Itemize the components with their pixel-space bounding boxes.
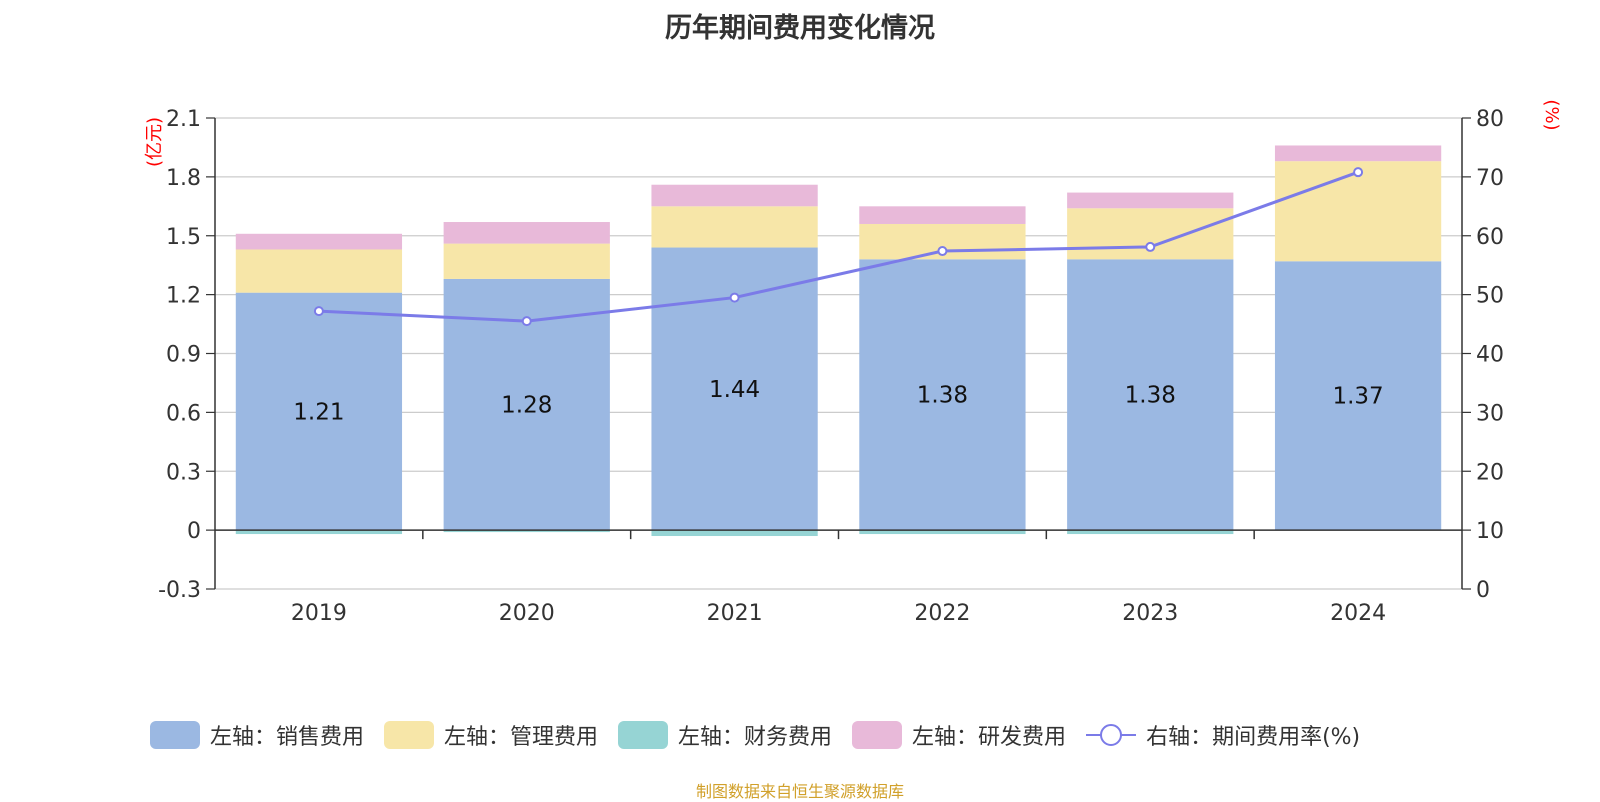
- x-tick-label: 2023: [1122, 601, 1178, 626]
- legend-label-admin: 左轴：管理费用: [444, 725, 599, 750]
- left-axis-unit: (亿元): [144, 117, 165, 167]
- bar-data-label: 1.21: [293, 399, 344, 425]
- right-tick-label: 50: [1476, 284, 1504, 309]
- right-tick-label: 30: [1476, 401, 1504, 426]
- legend: 左轴：销售费用 左轴：管理费用 左轴：财务费用 左轴：研发费用 右轴：期间费用率…: [150, 718, 1380, 752]
- bar-segment: [443, 243, 610, 279]
- chart: -0.3 0 0.3 0.6 0.9 1.2 1.5 1.8 2.1 0 10 20 30 40 50 60 7…: [144, 99, 1562, 626]
- bar-segment: [235, 292, 403, 531]
- legend-swatch-rnd: [852, 721, 903, 749]
- expense-rate-point: [1145, 241, 1156, 252]
- bar-segment: [443, 530, 610, 533]
- right-tick-label: 70: [1476, 166, 1504, 191]
- left-tick-label: 0.3: [166, 460, 201, 485]
- bar-segment: [235, 249, 403, 293]
- expense-rate-point: [1353, 167, 1364, 178]
- legend-item-admin[interactable]: 左轴：管理费用: [384, 719, 598, 751]
- bar-data-label: 1.37: [1332, 384, 1383, 410]
- legend-swatch-sales: [150, 721, 200, 749]
- bar-segment: [1274, 145, 1442, 162]
- x-tick-label: 2021: [707, 601, 763, 626]
- bar-segment: [1067, 192, 1234, 209]
- left-tick-label: 0.6: [166, 401, 201, 426]
- bar-segment: [651, 206, 818, 248]
- bar-segment: [1067, 530, 1234, 535]
- legend-item-rnd[interactable]: 左轴：研发费用: [852, 719, 1066, 751]
- x-tick-label: 2019: [291, 601, 347, 626]
- left-tick-label: 1.2: [166, 284, 201, 309]
- bar-segment: [651, 184, 818, 207]
- left-tick-label: 1.5: [166, 225, 201, 250]
- right-axis-unit: (%): [1541, 99, 1562, 130]
- source-note: 制图数据来自恒生聚源数据库: [695, 782, 904, 801]
- right-tick-label: 80: [1476, 107, 1504, 132]
- bar-data-label: 1.38: [917, 383, 968, 409]
- x-tick-label: 2020: [499, 601, 555, 626]
- left-tick-label: 0.9: [166, 343, 201, 368]
- bar-data-label: 1.28: [501, 393, 552, 419]
- right-tick-label: 60: [1476, 225, 1504, 250]
- x-tick-label: 2022: [914, 601, 970, 626]
- expense-rate-point: [313, 306, 324, 317]
- expense-rate-point: [729, 292, 740, 303]
- bar-segment: [1274, 161, 1442, 262]
- right-tick-label: 20: [1476, 460, 1504, 485]
- left-tick-label: -0.3: [158, 578, 201, 603]
- bar-segment: [235, 530, 403, 535]
- right-tick-label: 10: [1476, 519, 1504, 544]
- right-tick-label: 0: [1476, 578, 1490, 603]
- expense-rate-point: [521, 316, 532, 327]
- chart-title: 历年期间费用变化情况: [665, 13, 935, 44]
- legend-label-sales: 左轴：销售费用: [210, 725, 365, 750]
- expense-rate-line: [318, 170, 1359, 323]
- bar-segment: [1067, 259, 1234, 531]
- legend-item-sales[interactable]: 左轴：销售费用: [150, 719, 364, 751]
- left-tick-label: 0: [187, 519, 201, 544]
- bar-segment: [859, 206, 1026, 224]
- left-tick-label: 2.1: [166, 107, 201, 132]
- bar-segment: [235, 233, 403, 250]
- bar-segment: [859, 530, 1026, 535]
- legend-swatch-admin: [384, 721, 435, 749]
- bar-data-label: 1.38: [1125, 383, 1176, 409]
- left-tick-label: 1.8: [166, 166, 201, 191]
- legend-item-finance[interactable]: 左轴：财务费用: [618, 719, 832, 751]
- bar-segment: [443, 222, 610, 244]
- bar-data-label: 1.44: [709, 377, 760, 403]
- bar-segment: [651, 530, 818, 537]
- x-tick-label: 2024: [1330, 601, 1386, 626]
- right-tick-label: 40: [1476, 343, 1504, 368]
- legend-line-marker-icon: [1086, 724, 1137, 746]
- legend-label-finance: 左轴：财务费用: [678, 725, 833, 750]
- expense-rate-point: [937, 246, 948, 257]
- legend-label-expense-rate: 右轴：期间费用率(%): [1146, 725, 1361, 750]
- bar-segment: [859, 259, 1026, 531]
- legend-item-expense-rate[interactable]: 右轴：期间费用率(%): [1086, 719, 1360, 751]
- legend-swatch-finance: [618, 721, 669, 749]
- legend-label-rnd: 左轴：研发费用: [912, 725, 1067, 750]
- bar-segment: [1274, 261, 1442, 531]
